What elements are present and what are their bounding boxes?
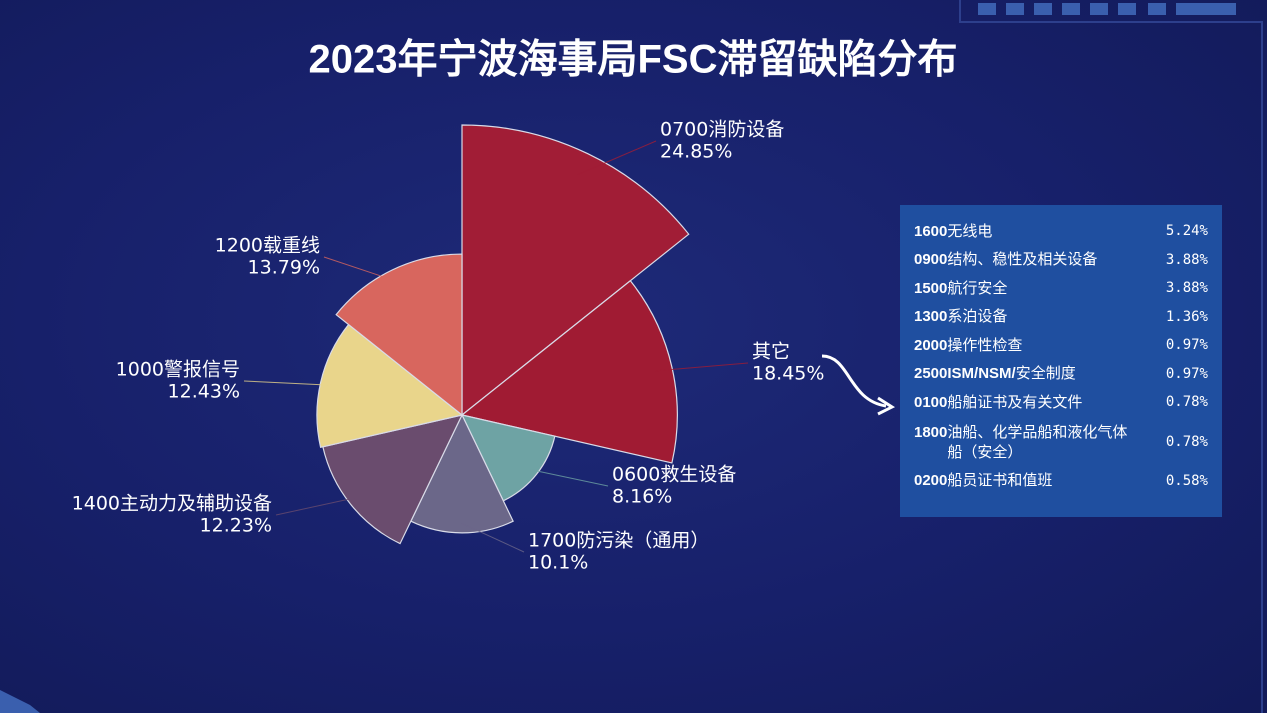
leader-line <box>461 522 525 553</box>
item-cell: 1600无线电 <box>914 217 1144 246</box>
table-row: 0200船员证书和值班 0.58% <box>914 467 1208 496</box>
item-name: 船员证书和值班 <box>947 471 1053 490</box>
rose-slice <box>461 124 690 417</box>
item-code: 0100 <box>914 393 948 411</box>
item-cell: 1800油船、化学品船和液化气体船（安全） <box>914 417 1144 467</box>
slice-label: 1400主动力及辅助设备 <box>72 493 272 515</box>
leader-line <box>323 256 398 283</box>
table-row: 1600无线电 5.24% <box>914 217 1208 246</box>
item-code: 1300 <box>914 308 948 326</box>
item-value: 5.24% <box>1165 223 1208 240</box>
item-cell: 2500ISM/NSM/安全制度 <box>914 360 1144 389</box>
leader-line <box>243 380 332 386</box>
item-value: 0.97% <box>1165 365 1208 382</box>
item-name: 油船、化学品船和液化气体船（安全） <box>947 422 1128 461</box>
table-row: 1300系泊设备 1.36% <box>914 303 1208 332</box>
rose-slice <box>460 414 556 502</box>
slice-value-label: 12.23% <box>200 515 272 537</box>
leader-line <box>577 140 657 176</box>
item-code: 1800 <box>914 423 948 441</box>
rose-slice <box>410 413 514 534</box>
item-name: 安全制度 <box>1015 364 1076 383</box>
item-name: 系泊设备 <box>947 307 1008 326</box>
item-code: 0900 <box>914 251 948 269</box>
item-name: 无线电 <box>947 221 993 240</box>
rose-slice <box>322 414 464 545</box>
chart-title: 2023年宁波海事局FSC滞留缺陷分布 <box>309 38 958 82</box>
table-row: 0100船舶证书及有关文件 0.78% <box>914 388 1208 417</box>
item-value: 0.78% <box>1165 433 1208 450</box>
table-row: 1800油船、化学品船和液化气体船（安全） 0.78% <box>914 417 1208 467</box>
slice-label: 0600救生设备 <box>612 464 736 486</box>
rose-slice <box>460 279 678 464</box>
slice-value-label: 12.43% <box>168 381 240 403</box>
leader-line <box>655 362 749 372</box>
slice-label: 其它 <box>752 341 790 363</box>
slice-label: 1200载重线 <box>215 235 320 257</box>
table-row: 0900结构、稳性及相关设备 3.88% <box>914 246 1208 275</box>
slice-label: 0700消防设备 <box>660 119 784 141</box>
slice-value-label: 10.1% <box>528 552 588 574</box>
slice-label: 1700防污染（通用） <box>528 530 709 552</box>
item-code: 2500ISM/NSM/ <box>914 365 1016 383</box>
slice-value-label: 24.85% <box>660 141 732 163</box>
item-value: 0.78% <box>1165 394 1208 411</box>
item-cell: 0100船舶证书及有关文件 <box>914 388 1144 417</box>
slice-value-label: 8.16% <box>612 486 672 508</box>
item-value: 0.58% <box>1165 472 1208 489</box>
item-code: 0200 <box>914 472 948 490</box>
item-cell: 0900结构、稳性及相关设备 <box>914 246 1144 275</box>
leader-line <box>275 496 360 516</box>
rose-slice <box>335 253 463 417</box>
item-name: 结构、稳性及相关设备 <box>947 250 1098 269</box>
item-cell: 2000操作性检查 <box>914 331 1144 360</box>
table-row: 2500ISM/NSM/安全制度 0.97% <box>914 360 1208 389</box>
table-row: 1500航行安全 3.88% <box>914 274 1208 303</box>
item-name: 船舶证书及有关文件 <box>947 392 1083 411</box>
item-value: 0.97% <box>1165 337 1208 354</box>
item-value: 3.88% <box>1165 251 1208 268</box>
item-name: 航行安全 <box>947 278 1008 297</box>
item-code: 1600 <box>914 222 948 240</box>
table: 1600无线电 5.24% 0900结构、稳性及相关设备 3.88% 1500航行安全 3… <box>914 217 1208 495</box>
item-value: 1.36% <box>1165 308 1208 325</box>
item-value: 3.88% <box>1165 280 1208 297</box>
leader-line <box>530 469 609 487</box>
item-name: 操作性检查 <box>947 335 1023 354</box>
item-cell: 1300系泊设备 <box>914 303 1144 332</box>
item-cell: 0200船员证书和值班 <box>914 467 1144 496</box>
table-row: 2000操作性检查 0.97% <box>914 331 1208 360</box>
rose-slice <box>316 323 464 448</box>
item-code: 2000 <box>914 336 948 354</box>
arrow <box>821 354 887 408</box>
arrow-head <box>877 396 896 416</box>
item-cell: 1500航行安全 <box>914 274 1144 303</box>
slice-label: 1000警报信号 <box>116 359 240 381</box>
item-code: 1500 <box>914 279 948 297</box>
detail-table: 1600无线电 5.24% 0900结构、稳性及相关设备 3.88% 1500航行安全 3… <box>900 205 1222 517</box>
slice-value-label: 13.79% <box>248 257 320 279</box>
slice-value-label: 18.45% <box>752 363 824 385</box>
